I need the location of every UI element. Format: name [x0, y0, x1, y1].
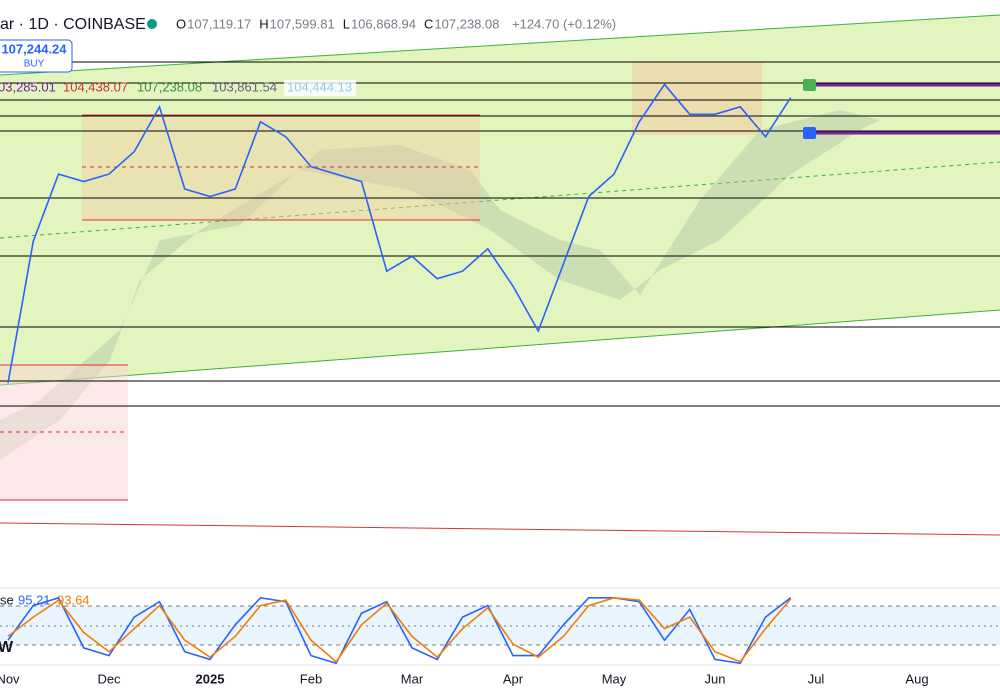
buy-price[interactable]: 107,244.24 — [1, 41, 67, 56]
ohlc-label: L — [343, 16, 350, 31]
x-tick-label: Dec — [97, 671, 121, 686]
channel-top — [0, 14, 1000, 76]
trend-line — [0, 522, 1000, 536]
channel-bottom — [0, 309, 1000, 386]
ohlc-value: 107,119.17 — [187, 16, 251, 31]
channel-mid — [0, 161, 1000, 239]
logo: W — [0, 639, 14, 656]
buy-box[interactable] — [0, 39, 73, 73]
indicator-value: 104,444.13 — [287, 79, 352, 94]
range-box — [632, 62, 762, 135]
ohlc: O 107,119.17 H 107,599.81 L 106,868.94 C 107,23… — [176, 16, 499, 31]
ohlc-value: 106,868.94 — [351, 16, 416, 31]
indicator-bg — [284, 80, 356, 96]
series-line — [7, 83, 792, 384]
ohlc-value: 107,238.08 — [434, 16, 499, 31]
x-tick-label: Nov — [0, 671, 20, 686]
ohlc-label: H — [259, 16, 268, 31]
ohlc-value: 107,599.81 — [270, 16, 335, 31]
check-icon — [803, 79, 816, 91]
stoch-k: 95.21 — [18, 592, 51, 607]
stoch-d: 93.64 — [57, 592, 90, 607]
x-tick-label: 2025 — [196, 671, 225, 686]
cloud — [0, 110, 880, 460]
ohlc-label: C — [424, 16, 433, 31]
x-tick-label: Jul — [808, 671, 825, 686]
series-line — [7, 596, 792, 665]
indicator-value: 103,861.54 — [212, 79, 277, 94]
indicator-value: 104,438.07 — [63, 79, 128, 94]
x-tick-label: May — [602, 671, 627, 686]
status-dot — [147, 19, 157, 29]
change: +124.70 (+0.12%) — [512, 16, 616, 31]
symbol: ar · 1D · COINBASE — [0, 16, 146, 33]
indicator-value: 107,238.08 — [137, 79, 202, 94]
buy-label[interactable]: BUY — [24, 59, 45, 70]
x-tick-label: Apr — [503, 671, 524, 686]
x-tick-label: Mar — [401, 671, 424, 686]
ohlc-label: O — [176, 16, 186, 31]
x-tick-label: Aug — [905, 671, 928, 686]
marker-icon — [803, 127, 816, 139]
series-line — [7, 597, 792, 663]
x-tick-label: Jun — [705, 671, 726, 686]
stoch-title: se — [0, 592, 14, 607]
x-tick-label: Feb — [300, 671, 322, 686]
indicator-value: 03,285.01 — [0, 79, 56, 94]
